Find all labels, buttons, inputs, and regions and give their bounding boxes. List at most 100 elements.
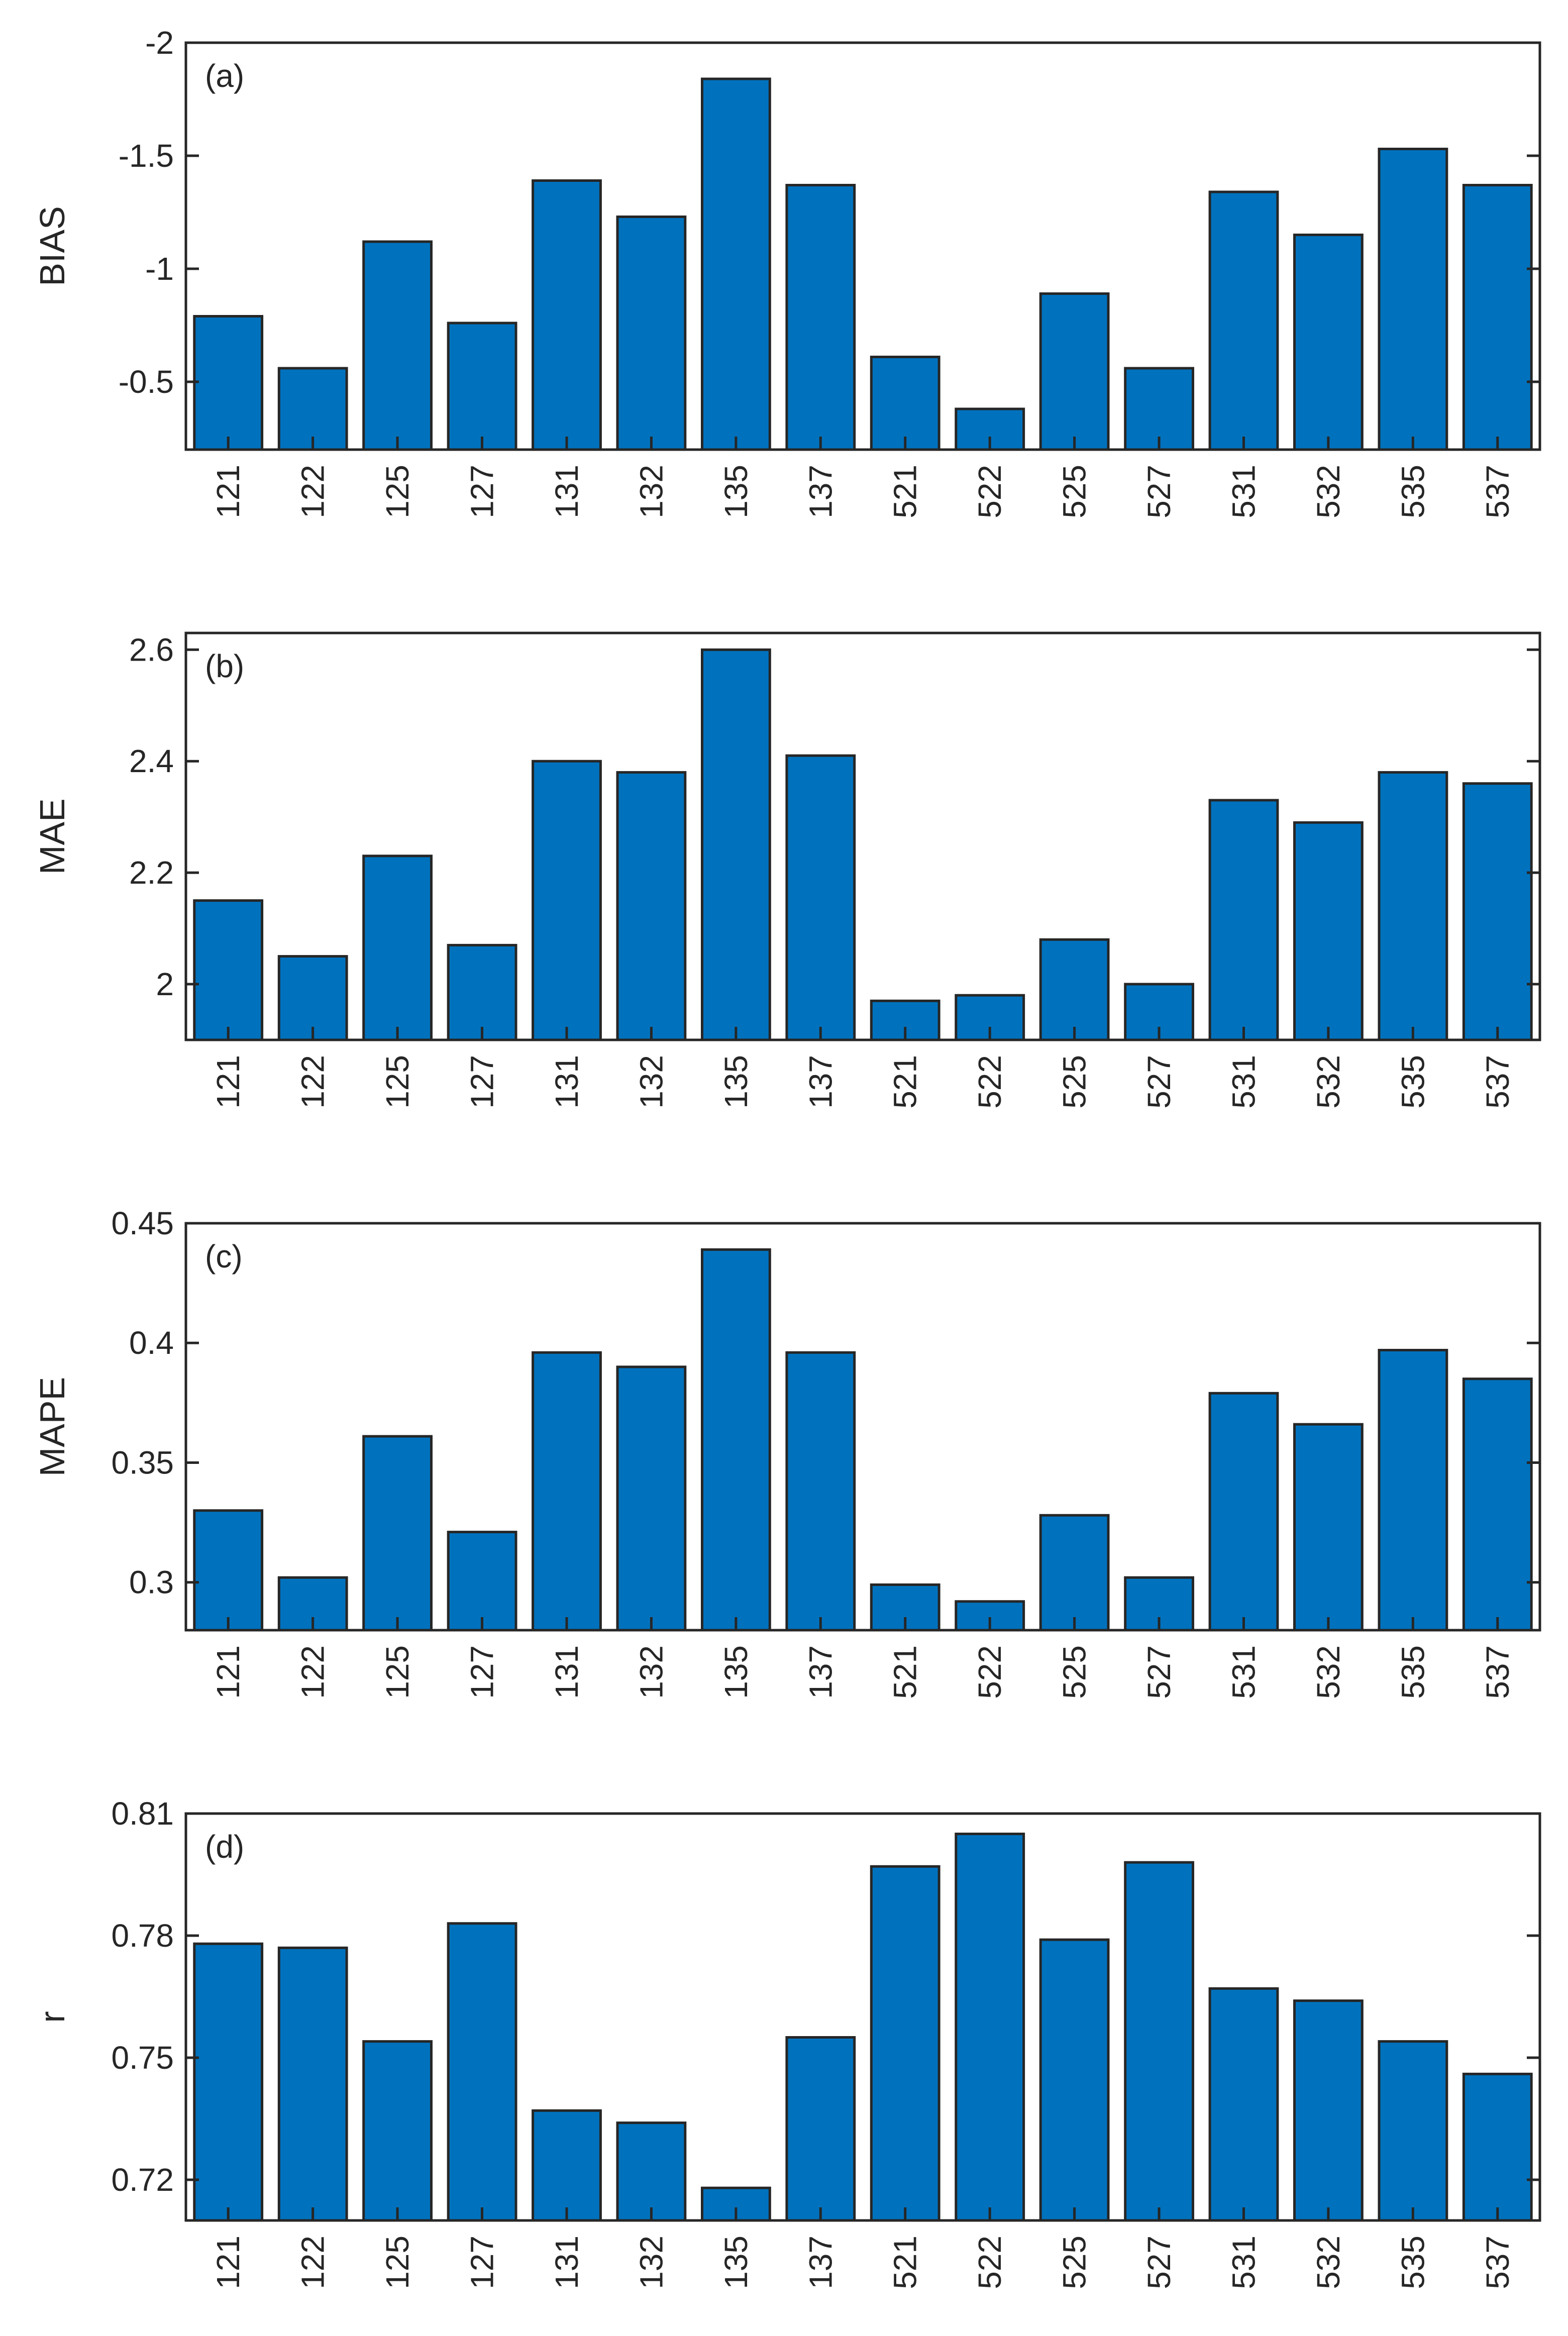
bar-125 xyxy=(362,1435,433,1632)
x-tick-label: 125 xyxy=(379,1055,415,1109)
bar-137 xyxy=(785,2036,856,2222)
x-tick-label: 131 xyxy=(549,2236,585,2289)
bar-122 xyxy=(277,955,348,1041)
x-tick-label: 535 xyxy=(1395,2236,1431,2289)
y-tick-label: 0.75 xyxy=(111,2040,174,2076)
bar-537 xyxy=(1462,2072,1533,2222)
bar-131 xyxy=(532,179,602,451)
x-tick-label: 121 xyxy=(210,465,246,518)
x-tick-label: 525 xyxy=(1057,2236,1093,2289)
bar-532 xyxy=(1293,1423,1364,1632)
bar-527 xyxy=(1124,1861,1194,2222)
x-tick-label: 532 xyxy=(1310,2236,1346,2289)
x-tick-label: 535 xyxy=(1395,1645,1431,1699)
y-tick-label: 0.78 xyxy=(111,1918,174,1954)
bar-125 xyxy=(362,855,433,1041)
x-tick-label: 127 xyxy=(464,1055,500,1109)
bar-135 xyxy=(701,1248,771,1632)
x-tick-label: 532 xyxy=(1310,1055,1346,1109)
bar-537 xyxy=(1462,184,1533,451)
x-tick-label: 531 xyxy=(1225,1055,1262,1109)
bar-132 xyxy=(616,216,687,451)
y-axis-label: r xyxy=(33,2011,72,2023)
x-tick-label: 532 xyxy=(1310,1645,1346,1699)
bar-137 xyxy=(785,1351,856,1632)
x-tick-label: 121 xyxy=(210,1055,246,1109)
x-tick-label: 522 xyxy=(972,1645,1008,1699)
bar-127 xyxy=(447,943,517,1041)
x-tick-label: 531 xyxy=(1225,465,1262,518)
bar-535 xyxy=(1378,1349,1448,1632)
bar-535 xyxy=(1378,148,1448,451)
x-tick-label: 525 xyxy=(1057,1645,1093,1699)
y-tick-label: 0.72 xyxy=(111,2162,174,2198)
bar-122 xyxy=(277,1946,348,2222)
bar-537 xyxy=(1462,1377,1533,1632)
y-tick-label: 0.4 xyxy=(129,1325,174,1361)
bar-531 xyxy=(1208,1392,1279,1632)
bar-127 xyxy=(447,1531,517,1632)
x-tick-label: 537 xyxy=(1480,465,1516,518)
bar-127 xyxy=(447,1922,517,2222)
y-tick-label: -1.5 xyxy=(119,138,174,174)
bar-522 xyxy=(955,1833,1025,2222)
x-tick-label: 122 xyxy=(295,2236,331,2289)
y-tick-label: 0.45 xyxy=(111,1205,174,1241)
x-tick-label: 127 xyxy=(464,1645,500,1699)
x-tick-label: 527 xyxy=(1141,1055,1177,1109)
bar-121 xyxy=(193,1942,264,2222)
bar-125 xyxy=(362,2040,433,2222)
x-tick-label: 521 xyxy=(887,465,923,518)
bar-127 xyxy=(447,322,517,451)
bar-121 xyxy=(193,899,264,1041)
x-tick-label: 522 xyxy=(972,2236,1008,2289)
bar-131 xyxy=(532,1351,602,1632)
x-tick-label: 131 xyxy=(549,1055,585,1109)
x-tick-label: 527 xyxy=(1141,1645,1177,1699)
bar-132 xyxy=(616,1365,687,1632)
axes-frame xyxy=(184,1812,1541,2222)
y-tick-label: 0.3 xyxy=(129,1564,174,1601)
bar-135 xyxy=(701,648,771,1041)
panel-label: (a) xyxy=(205,58,244,94)
bar-525 xyxy=(1039,1514,1110,1632)
bar-532 xyxy=(1293,1999,1364,2222)
bar-131 xyxy=(532,2109,602,2222)
x-tick-label: 135 xyxy=(718,2236,754,2289)
bar-531 xyxy=(1208,1987,1279,2222)
x-tick-label: 137 xyxy=(802,465,839,518)
x-tick-label: 527 xyxy=(1141,2236,1177,2289)
y-tick-label: 2 xyxy=(156,966,174,1002)
x-tick-label: 127 xyxy=(464,465,500,518)
chart-panel-2: 2 2.2 2.4 2.6 121 122 125 127 131 132 135 137 521 522… xyxy=(33,631,1541,1109)
y-tick-label: 2.2 xyxy=(129,855,174,891)
axes-frame xyxy=(184,41,1541,451)
bar-137 xyxy=(785,184,856,451)
x-tick-label: 527 xyxy=(1141,465,1177,518)
y-axis-label: MAPE xyxy=(33,1377,72,1476)
x-tick-label: 537 xyxy=(1480,2236,1516,2289)
bar-121 xyxy=(193,1509,264,1632)
x-tick-label: 137 xyxy=(802,1055,839,1109)
chart-panel-1: -0.5 -1 -1.5 -2 121 122 125 127 131 132 135 137 521 5… xyxy=(33,25,1541,518)
x-tick-label: 525 xyxy=(1057,465,1093,518)
x-tick-label: 125 xyxy=(379,465,415,518)
x-tick-label: 535 xyxy=(1395,1055,1431,1109)
bar-531 xyxy=(1208,799,1279,1041)
x-tick-label: 531 xyxy=(1225,2236,1262,2289)
bar-525 xyxy=(1039,292,1110,451)
x-tick-label: 535 xyxy=(1395,465,1431,518)
x-tick-label: 522 xyxy=(972,1055,1008,1109)
y-tick-label: -1 xyxy=(145,251,174,287)
bar-537 xyxy=(1462,782,1533,1041)
bar-522 xyxy=(955,994,1025,1041)
x-tick-label: 521 xyxy=(887,1055,923,1109)
chart-panel-3: 0.3 0.35 0.4 0.45 121 122 125 127 131 132 135 137 52… xyxy=(33,1205,1541,1699)
x-tick-label: 135 xyxy=(718,1645,754,1699)
bar-525 xyxy=(1039,938,1110,1041)
bar-521 xyxy=(870,1865,940,2222)
axes-frame xyxy=(184,631,1541,1041)
x-tick-label: 135 xyxy=(718,1055,754,1109)
y-tick-label: 0.35 xyxy=(111,1444,174,1480)
